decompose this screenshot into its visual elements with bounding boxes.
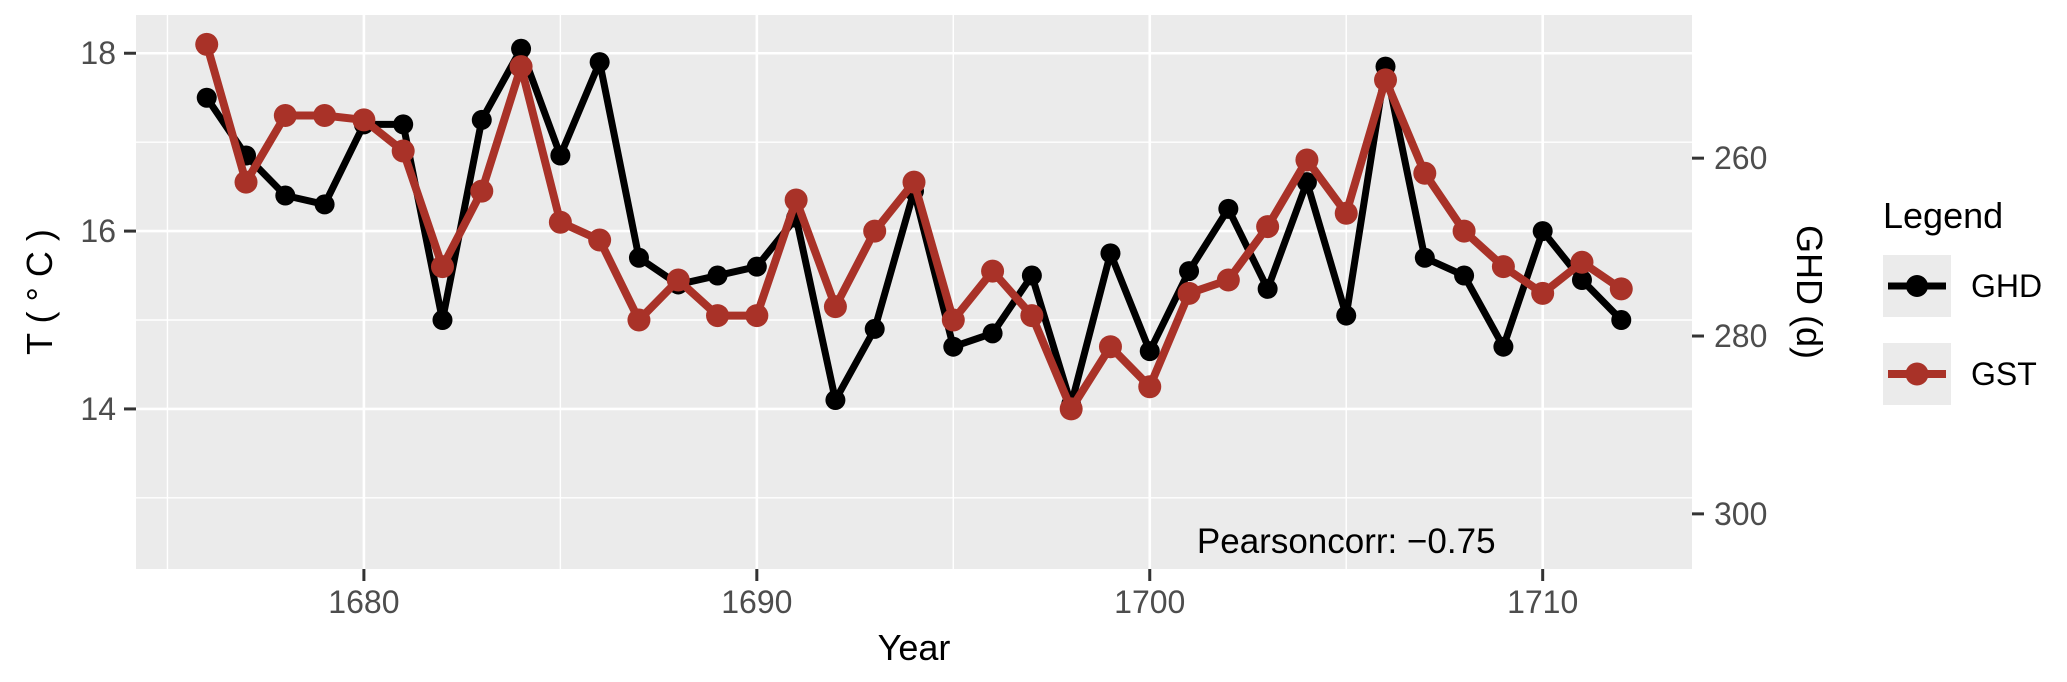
data-point-gst [1177, 281, 1201, 305]
data-point-gst [1570, 250, 1594, 274]
axis-ticks [124, 51, 1704, 581]
legend-label-gst: GST [1971, 355, 2037, 392]
legend-dot-black [1906, 274, 1928, 297]
legend-key-ghd [1883, 254, 1951, 317]
legend-item-ghd: GHD [1883, 254, 2067, 317]
data-point-gst [784, 188, 808, 212]
data-point-ghd [1021, 265, 1042, 286]
data-point-ghd [628, 247, 649, 268]
data-point-gst [823, 295, 847, 319]
data-point-ghd [1532, 221, 1553, 242]
data-point-gst [1020, 304, 1044, 328]
data-point-ghd [196, 87, 217, 108]
x-tick-label: 1680 [328, 584, 399, 620]
left-y-tick-label: 16 [80, 213, 116, 249]
data-point-gst [1138, 375, 1162, 399]
data-point-gst [234, 170, 258, 194]
data-point-gst [1413, 161, 1437, 185]
data-point-ghd [393, 114, 414, 135]
data-point-gst [1452, 219, 1476, 243]
data-point-ghd [1257, 278, 1278, 299]
data-point-ghd [864, 318, 885, 339]
data-point-gst [941, 308, 965, 332]
data-point-ghd [707, 265, 728, 286]
data-point-ghd [511, 38, 532, 59]
data-point-ghd [1336, 305, 1357, 326]
x-axis-title: Year [878, 627, 951, 668]
left-y-axis-title: T ( ° C ) [19, 229, 60, 355]
plot-panel [136, 15, 1692, 569]
data-point-gst [430, 255, 454, 279]
data-point-gst [1334, 201, 1358, 225]
data-point-gst [627, 308, 651, 332]
data-point-gst [902, 170, 926, 194]
data-point-ghd [825, 390, 846, 411]
data-point-ghd [1139, 341, 1160, 362]
data-point-gst [313, 103, 337, 127]
data-point-gst [1531, 281, 1555, 305]
data-point-ghd [1611, 310, 1632, 331]
data-point-gst [1059, 397, 1083, 421]
data-point-ghd [1414, 247, 1435, 268]
x-tick-label: 1700 [1114, 584, 1185, 620]
data-point-gst [1256, 215, 1280, 239]
data-point-gst [352, 108, 376, 132]
data-point-ghd [943, 336, 964, 357]
data-point-ghd [1493, 336, 1514, 357]
right-y-axis-title: GHD (d) [1789, 225, 1830, 359]
data-point-ghd [1296, 172, 1317, 193]
data-point-gst [706, 304, 730, 328]
data-point-ghd [432, 310, 453, 331]
legend-title: Legend [1883, 195, 2004, 236]
legend-label-ghd: GHD [1971, 267, 2043, 304]
data-point-gst [666, 268, 690, 292]
major-gridlines [136, 15, 1692, 569]
legend-key-gst [1883, 342, 1951, 405]
data-point-ghd [314, 194, 335, 215]
data-point-gst [1295, 148, 1319, 172]
legend-dot-red [1905, 362, 1929, 386]
data-point-ghd [275, 185, 296, 206]
data-point-gst [1216, 268, 1240, 292]
x-tick-label: 1710 [1507, 584, 1578, 620]
data-point-ghd [746, 256, 767, 277]
data-point-ghd [550, 145, 571, 166]
data-point-ghd [982, 323, 1003, 344]
data-point-gst [981, 259, 1005, 283]
pearson-correlation-annotation: Pearsoncorr: −0.75 [1197, 522, 1496, 561]
data-point-gst [745, 304, 769, 328]
data-point-gst [588, 228, 612, 252]
x-tick-label: 1690 [721, 584, 792, 620]
data-point-gst [273, 103, 297, 127]
data-point-gst [863, 219, 887, 243]
data-point-ghd [1571, 269, 1592, 290]
data-point-gst [1374, 68, 1398, 92]
data-point-ghd [589, 52, 610, 73]
data-point-ghd [1218, 198, 1239, 219]
data-point-ghd [1179, 261, 1200, 282]
legend-item-gst: GST [1883, 342, 2067, 405]
data-point-gst [470, 179, 494, 203]
data-series [195, 32, 1633, 421]
data-point-gst [509, 55, 533, 79]
data-point-gst [1609, 277, 1633, 301]
data-point-gst [1491, 255, 1515, 279]
data-point-gst [195, 32, 219, 56]
left-y-tick-label: 18 [80, 35, 116, 71]
data-point-gst [1098, 335, 1122, 359]
axis-tick-labels: 1680 1690 1700 1710 18 16 14 260 280 300 [80, 35, 1767, 620]
data-point-ghd [1100, 243, 1121, 264]
right-y-tick-label: 300 [1714, 496, 1767, 532]
legend: Legend GHD GST [1883, 196, 2067, 431]
data-point-ghd [471, 109, 492, 130]
right-y-tick-label: 280 [1714, 318, 1767, 354]
left-y-tick-label: 14 [80, 391, 116, 427]
right-y-tick-label: 260 [1714, 140, 1767, 176]
data-point-ghd [1454, 265, 1475, 286]
data-point-gst [548, 210, 572, 234]
data-point-gst [391, 139, 415, 163]
